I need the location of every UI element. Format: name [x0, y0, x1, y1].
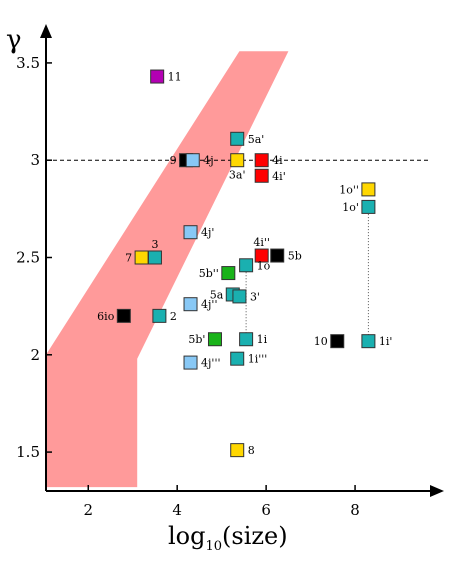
- data-point: [239, 258, 254, 273]
- x-tick-label: 6: [261, 501, 271, 519]
- data-point: [230, 131, 245, 146]
- x-axis-title: log10(size): [168, 522, 288, 554]
- data-point: [232, 289, 247, 304]
- data-point: [254, 168, 269, 183]
- point-label: 4i'': [253, 236, 270, 249]
- point-label: 5b'': [199, 267, 219, 280]
- point-label: 3': [250, 290, 260, 303]
- x-axis-title-tail: (size): [222, 522, 288, 550]
- data-point: [270, 248, 285, 263]
- data-points: [116, 69, 376, 458]
- data-point: [230, 443, 245, 458]
- data-point: [361, 199, 376, 214]
- data-point: [134, 250, 149, 265]
- data-point: [254, 248, 269, 263]
- data-point: [150, 69, 165, 84]
- point-labels: 11 5a' 9 4j 3a' 4i 4i' 1o'' 1o' 4j' 7 3 4i'' 5b 1o 5b''…: [97, 71, 392, 458]
- axes: [40, 24, 444, 497]
- point-label: 4j: [203, 154, 213, 167]
- y-tick-label: 1.5: [16, 443, 40, 461]
- data-point: [361, 182, 376, 197]
- data-point: [361, 334, 376, 349]
- y-tick-label: 3: [30, 151, 40, 169]
- point-label: 4i': [272, 170, 286, 183]
- point-label: 9: [170, 154, 177, 167]
- connector-lines: [245, 204, 369, 342]
- point-label: 11: [168, 71, 182, 84]
- data-point: [183, 355, 198, 370]
- y-axis-title: γ: [6, 25, 22, 55]
- point-label: 5b': [188, 333, 205, 346]
- point-label: 5a': [248, 133, 265, 146]
- data-point: [183, 297, 198, 312]
- y-tick-label: 2.5: [16, 249, 40, 267]
- point-label: 3: [151, 238, 158, 251]
- point-label: 5a: [210, 288, 224, 301]
- point-label: 1i: [257, 333, 268, 346]
- x-tick-label: 2: [83, 501, 93, 519]
- data-point: [116, 308, 131, 323]
- x-axis-title-subscript: 10: [206, 539, 223, 554]
- confidence-band: [46, 51, 289, 488]
- data-point: [185, 153, 200, 168]
- point-label: 3a': [229, 169, 246, 182]
- data-point: [221, 266, 236, 281]
- point-label: 1i''': [248, 353, 268, 366]
- point-label: 10: [314, 335, 328, 348]
- data-point: [230, 351, 245, 366]
- data-point: [147, 250, 162, 265]
- data-point: [254, 153, 269, 168]
- point-label: 7: [125, 252, 132, 265]
- point-label: 4j'': [201, 298, 217, 311]
- x-tick-label: 4: [172, 501, 182, 519]
- point-label: 4i: [272, 154, 283, 167]
- data-point: [207, 332, 222, 347]
- axis-ticks: 2 4 6 8 1.5 2 2.5 3 3.5: [16, 54, 360, 519]
- point-label: 6io: [97, 310, 115, 323]
- y-tick-label: 3.5: [16, 54, 40, 72]
- data-point: [183, 225, 198, 240]
- data-point: [239, 332, 254, 347]
- y-tick-label: 2: [30, 346, 40, 364]
- point-label: 1o: [257, 259, 271, 272]
- data-point: [152, 308, 167, 323]
- point-label: 4j': [201, 226, 214, 239]
- point-label: 2: [170, 310, 177, 323]
- x-axis-arrow-icon: [430, 485, 444, 497]
- point-label: 1i': [379, 335, 393, 348]
- point-label: 5b: [288, 250, 302, 263]
- x-axis-title-main: log: [168, 522, 206, 550]
- point-label: 1o': [342, 201, 359, 214]
- x-tick-label: 8: [350, 501, 360, 519]
- point-label: 4j''': [201, 357, 220, 370]
- point-label: 8: [248, 444, 255, 457]
- point-label: 1o'': [339, 183, 359, 196]
- y-axis-arrow-icon: [40, 24, 52, 38]
- confidence-band-layer: [46, 51, 289, 488]
- data-point: [230, 153, 245, 168]
- data-point: [330, 334, 345, 349]
